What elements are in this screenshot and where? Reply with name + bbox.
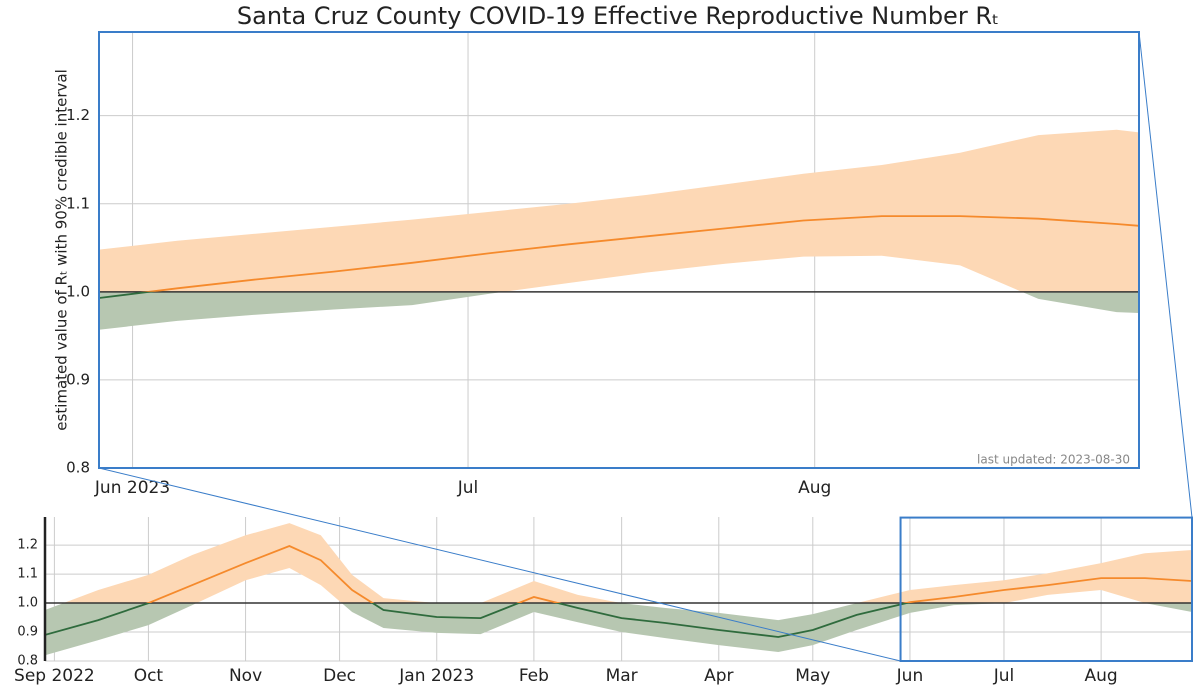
credible-band bbox=[99, 291, 1139, 330]
x-tick-label: Mar bbox=[606, 666, 638, 686]
x-tick-label: Nov bbox=[229, 666, 262, 686]
x-tick-label: Jul bbox=[993, 666, 1015, 686]
y-tick-label: 1.1 bbox=[66, 194, 90, 212]
y-axis-label: estimated value of Rₜ with 90% credible … bbox=[53, 69, 71, 430]
x-tick-label: Oct bbox=[134, 666, 164, 686]
credible-band bbox=[63, 523, 1192, 604]
x-tick-label: Dec bbox=[323, 666, 356, 686]
y-tick-label: 1.1 bbox=[17, 567, 38, 582]
median-line bbox=[45, 603, 911, 638]
zoom-connector bbox=[1138, 31, 1193, 518]
plot-frame bbox=[98, 31, 1140, 469]
y-tick-label: 1.2 bbox=[17, 538, 38, 553]
annotation: last updated: 2023-08-30 bbox=[977, 453, 1130, 467]
x-tick-label: Apr bbox=[704, 666, 733, 686]
x-tick-label: Jun 2023 bbox=[94, 478, 170, 498]
zoom-connector bbox=[98, 467, 901, 662]
y-tick-label: 0.9 bbox=[66, 370, 90, 388]
chart-title: Santa Cruz County COVID-19 Effective Rep… bbox=[237, 2, 999, 30]
median-line bbox=[141, 215, 1139, 292]
x-tick-label: Aug bbox=[798, 478, 831, 498]
credible-band bbox=[99, 129, 1139, 292]
x-tick-label: Sep 2022 bbox=[14, 666, 95, 686]
credible-band bbox=[45, 603, 1192, 656]
y-tick-label: 1.2 bbox=[66, 106, 90, 124]
x-tick-label: May bbox=[795, 666, 830, 686]
y-tick-label: 0.8 bbox=[17, 654, 38, 669]
x-tick-label: Feb bbox=[519, 666, 549, 686]
x-tick-label: Jun bbox=[896, 666, 924, 686]
zoom-box bbox=[899, 516, 1193, 662]
y-tick-label: 0.9 bbox=[17, 625, 38, 640]
x-tick-label: Jan 2023 bbox=[398, 666, 474, 686]
y-tick-label: 1.0 bbox=[17, 596, 38, 611]
median-line bbox=[145, 545, 1192, 604]
x-tick-label: Aug bbox=[1085, 666, 1118, 686]
x-tick-label: Jul bbox=[457, 478, 479, 498]
y-tick-label: 0.8 bbox=[66, 459, 90, 477]
y-tick-label: 1.0 bbox=[66, 282, 90, 300]
